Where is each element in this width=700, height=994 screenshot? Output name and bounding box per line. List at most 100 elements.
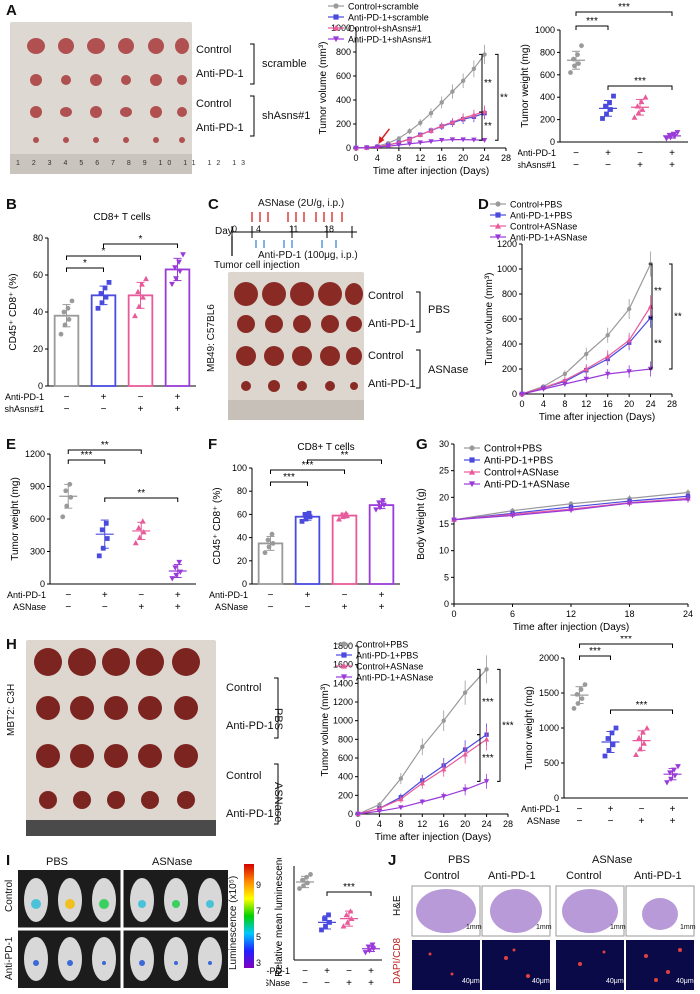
photo-label-control-1: Control [196,44,232,56]
bar [90,294,117,387]
y-tick-label: 800 [540,47,555,57]
legend-marker [341,641,347,647]
panel-label-b: B [6,196,17,213]
x-axis-label: Time after injection (Days) [539,412,655,423]
data-point [575,52,580,58]
data-point [685,497,691,503]
data-point [135,288,141,295]
data-point [65,305,71,311]
x-tick-label: 16 [603,399,613,409]
data-point [366,948,373,954]
row-sign: + [670,816,676,827]
bar [127,294,154,387]
data-point [439,138,445,143]
data-point [348,915,355,922]
data-point [139,518,146,524]
data-point [377,802,382,807]
significance-label: ** [137,488,145,499]
significance-bracket [66,267,104,272]
significance-bracket [477,734,481,782]
significance-bracket [103,243,178,248]
significance-label: *** [634,76,646,87]
row-sign: − [577,816,583,827]
data-point [419,799,425,805]
y-tick-label: 0 [346,143,351,153]
legend-marker [495,201,501,207]
significance-label: *** [589,646,601,657]
group-label-shasns: shAsns#1 [262,110,311,122]
legend-marker [333,14,339,20]
data-point [483,779,490,785]
c-label-antipd1-2: Anti-PD-1 [368,378,416,390]
significance-label: ** [484,78,492,89]
row-sign: + [175,602,181,613]
data-point [370,946,377,952]
row-sign: − [302,978,308,989]
data-point [562,377,568,383]
y-tick-label: 0 [38,381,43,391]
significance-bracket [669,263,673,370]
data-point [302,512,308,517]
y-tick-label: 400 [336,95,351,105]
significance-label: *** [482,753,494,764]
legend-marker [340,662,348,669]
x-tick-label: 6 [510,609,515,619]
data-point [132,539,139,546]
schedule-asnase-label: ASNase (2U/g, i.p.) [258,198,345,209]
colorbar-tick-9: 9 [256,880,262,890]
legend-marker [340,674,348,681]
row-sign: − [64,404,70,415]
significance-bracket [497,668,501,782]
x-tick-label: 16 [437,153,447,163]
y-tick-label: 900 [30,482,45,492]
x-axis-label: Time after injection (Days) [373,166,489,177]
y-axis-label: Body Weight (g) [416,488,427,560]
x-tick-label: 4 [541,399,546,409]
bar [294,515,321,585]
data-point [381,502,387,509]
y-tick-label: 20 [237,556,247,566]
data-point [139,281,145,287]
significance-bracket [575,11,673,16]
panel-label-a: A [6,2,17,19]
data-point [169,281,175,288]
legend-label: Control+ASNase [356,662,423,672]
x-tick-label: 24 [683,609,693,619]
data-point [353,145,359,151]
c-label-antipd1-1: Anti-PD-1 [368,318,416,330]
legend-label: Anti-PD-1+ASNase [356,673,433,683]
tumor-photo-h-image [26,648,216,836]
data-point [666,132,673,139]
j-col-control-1: Control [424,870,460,882]
data-point [462,751,468,757]
data-point [374,144,381,150]
data-point [307,514,313,520]
data-point [483,736,490,742]
data-point [641,740,647,746]
row-sign: + [305,590,311,601]
data-point [640,729,646,735]
data-point [327,920,332,925]
legend-label: Control+shAsns#1 [348,24,422,34]
data-point [439,100,444,105]
significance-label: *** [636,700,648,711]
data-point [576,61,581,66]
data-point [169,576,176,582]
data-point [69,298,75,304]
data-point [509,513,516,519]
j-scale-top-2: 1mm [536,924,552,931]
h-group-asnase: ASNase [272,782,284,823]
data-point [449,137,456,143]
data-point [670,131,677,138]
data-point [270,541,276,546]
panel-label-f: F [208,436,218,453]
data-point [369,942,376,948]
treatment-start-arrowhead [378,136,385,144]
data-point [98,291,104,296]
significance-label: ** [484,121,492,132]
data-point [62,322,68,328]
row-sign: + [138,602,144,613]
data-point [481,138,488,143]
model-label-c: MB49: C57BL6 [206,304,217,372]
y-axis-label: Tumor weight (mg) [10,477,21,561]
